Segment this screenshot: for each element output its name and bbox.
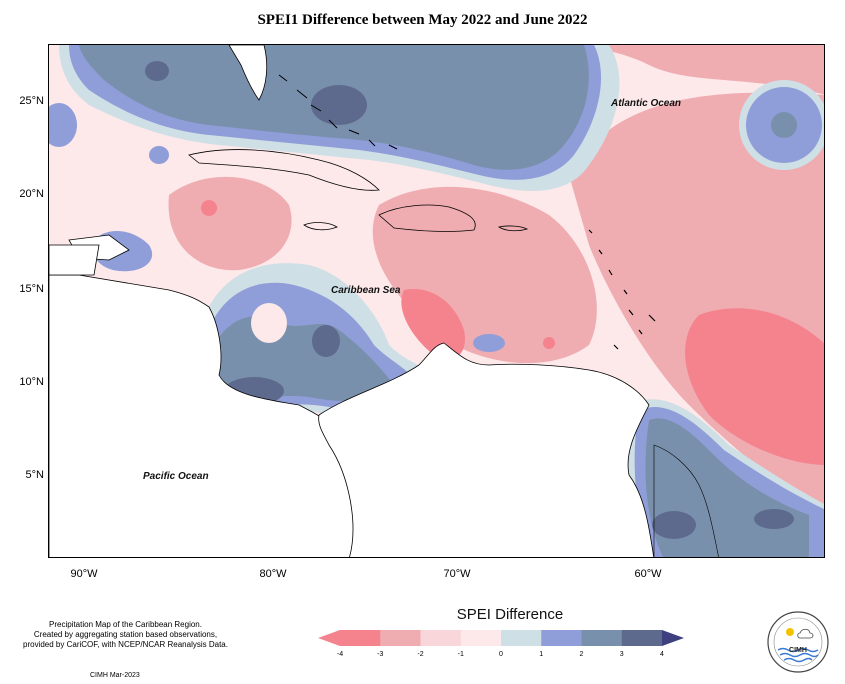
y-tick-label: 25°N	[19, 95, 44, 107]
credit-text: CIMH Mar-2023	[90, 672, 140, 679]
caption-line: Precipitation Map of the Caribbean Regio…	[49, 620, 202, 629]
caption-line: Created by aggregating station based obs…	[33, 630, 218, 639]
legend-color-cell	[501, 630, 542, 646]
map-panel: Atlantic Ocean Caribbean Sea Pacific Oce…	[48, 44, 825, 558]
legend-tick-label: 0	[499, 651, 503, 658]
map-caption: Precipitation Map of the Caribbean Regio…	[8, 620, 243, 650]
cimh-logo	[767, 611, 829, 673]
y-tick-label: 20°N	[19, 188, 44, 200]
legend-color-cell	[581, 630, 623, 646]
logo-text: CIMH	[789, 647, 807, 654]
y-tick-label: 5°N	[25, 469, 44, 481]
legend-tick-label: 1	[539, 651, 544, 658]
legend-end-high	[662, 630, 684, 646]
legend-tick-label: 3	[619, 651, 624, 658]
y-tick-label: 10°N	[19, 376, 44, 388]
legend-color-cell	[541, 630, 582, 646]
x-tick-label: 90°W	[70, 568, 98, 580]
legend-color-cell	[380, 630, 421, 646]
legend-color-cell	[621, 630, 663, 646]
legend-end-low	[318, 630, 340, 646]
y-tick-label: 15°N	[19, 283, 44, 295]
legend-tick-label: -1	[457, 651, 464, 658]
legend-color-cell	[340, 630, 381, 646]
x-tick-label: 80°W	[259, 568, 287, 580]
caption-line: provided by CariCOF, with NCEP/NCAR Rean…	[23, 640, 228, 649]
legend-tick-label: -4	[336, 651, 344, 658]
legend-title: SPEI Difference	[456, 606, 564, 623]
legend-color-cell	[420, 630, 462, 646]
spei-map	[49, 45, 824, 557]
color-legend	[318, 630, 684, 646]
map-title: SPEI1 Difference between May 2022 and Ju…	[257, 12, 588, 28]
caribbean-sea-label: Caribbean Sea	[331, 285, 401, 296]
legend-tick-label: 4	[660, 651, 664, 658]
atlantic-ocean-label: Atlantic Ocean	[611, 98, 682, 109]
legend-color-cell	[460, 630, 502, 646]
legend-tick-label: -2	[417, 651, 424, 658]
x-tick-label: 60°W	[634, 568, 662, 580]
pacific-ocean-label: Pacific Ocean	[143, 471, 209, 482]
legend-tick-label: 2	[579, 651, 584, 658]
x-tick-label: 70°W	[443, 568, 471, 580]
legend-tick-label: -3	[377, 651, 384, 658]
